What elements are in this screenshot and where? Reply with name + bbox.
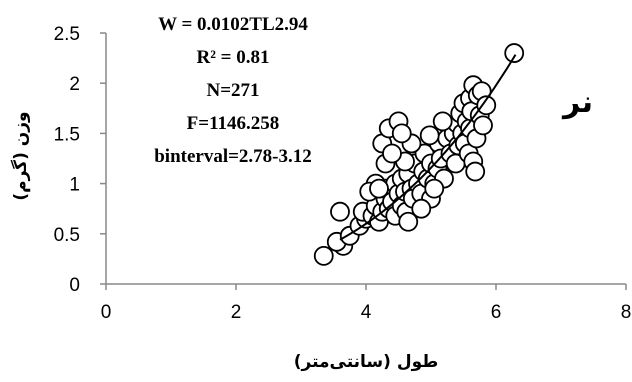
x-tick-label: 2 — [231, 302, 242, 323]
data-point — [419, 125, 440, 146]
trendline-layer — [339, 54, 517, 241]
equation-annotation: W = 0.0102TL2.94 R² = 0.81 N=271 F=1146.… — [154, 14, 312, 167]
x-tick-label: 8 — [621, 302, 632, 323]
annotation-line-equation: W = 0.0102TL2.94 — [158, 14, 308, 35]
x-axis-title: طول (سانتی‌متر) — [294, 352, 439, 372]
data-point — [382, 143, 402, 164]
annotation-line-r2: R² = 0.81 — [197, 47, 270, 68]
data-point — [391, 123, 412, 144]
y-axis-title: وزن (گرم) — [10, 111, 31, 200]
x-tick-label: 6 — [491, 302, 502, 323]
data-point — [432, 111, 453, 132]
data-point — [465, 161, 486, 182]
data-point — [330, 201, 350, 222]
y-tick-label: 0 — [69, 275, 80, 296]
data-point — [473, 115, 493, 136]
y-tick-label: 0.5 — [54, 225, 80, 246]
y-tick-label: 2 — [69, 74, 80, 95]
series-label: نر — [561, 85, 593, 120]
data-point — [313, 245, 334, 266]
y-tick-label: 2.5 — [54, 24, 80, 45]
data-point — [398, 211, 419, 232]
trendline — [339, 54, 517, 241]
data-point — [476, 95, 497, 116]
x-tick-label: 4 — [361, 302, 372, 323]
annotation-line-f: F=1146.258 — [187, 113, 280, 134]
annotation-line-n: N=271 — [206, 80, 259, 101]
data-point — [424, 178, 445, 199]
x-tick-label: 0 — [101, 302, 112, 323]
annotation-line-b-interval: binterval=2.78-3.12 — [154, 146, 312, 167]
points-layer — [313, 43, 525, 266]
tick-labels: 0 2 4 6 8 0 0.5 1 1.5 2 2.5 — [54, 24, 632, 323]
y-tick-label: 1 — [69, 175, 80, 196]
data-point — [504, 43, 525, 63]
data-point — [369, 178, 389, 199]
data-point — [411, 198, 432, 219]
y-tick-label: 1.5 — [54, 124, 80, 145]
